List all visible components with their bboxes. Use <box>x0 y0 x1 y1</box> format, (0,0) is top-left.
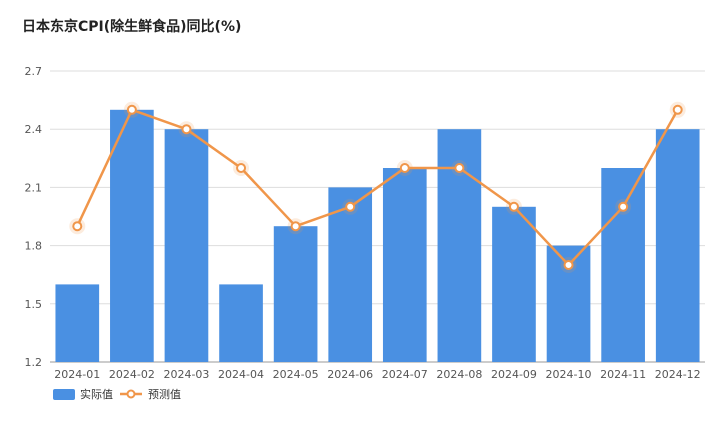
bar-2024-03[interactable] <box>164 129 209 362</box>
forecast-point-2024-12[interactable] <box>672 104 683 115</box>
y-tick-label: 1.5 <box>25 298 43 311</box>
x-tick-label: 2024-04 <box>218 368 264 381</box>
x-tick-label: 2024-01 <box>54 368 100 381</box>
y-tick-label: 2.7 <box>25 65 43 78</box>
forecast-line <box>76 108 679 267</box>
bar-2024-07[interactable] <box>382 168 427 362</box>
y-tick-label: 1.2 <box>25 356 43 369</box>
x-tick-label: 2024-09 <box>491 368 537 381</box>
legend-actual-label[interactable]: 实际值 <box>80 387 113 401</box>
y-tick-label: 1.8 <box>25 240 43 253</box>
legend-forecast-label[interactable]: 预测值 <box>148 388 181 401</box>
bar-series <box>55 109 700 362</box>
x-tick-label: 2024-06 <box>327 368 373 381</box>
bar-2024-05[interactable] <box>273 226 318 362</box>
forecast-point-2024-05[interactable] <box>290 221 301 232</box>
legend: 实际值 预测值 <box>53 387 181 401</box>
bar-2024-04[interactable] <box>219 284 263 362</box>
bar-2024-09[interactable] <box>492 206 536 362</box>
forecast-point-2024-10[interactable] <box>563 260 574 270</box>
x-tick-label: 2024-07 <box>382 368 428 381</box>
bar-2024-01[interactable] <box>55 284 100 362</box>
x-axis: 2024-01 2024-02 2024-03 2024-04 2024-05 2024-… <box>54 368 700 381</box>
y-tick-label: 2.1 <box>25 181 43 194</box>
grid-lines <box>50 70 705 363</box>
forecast-point-2024-04[interactable] <box>236 163 247 173</box>
legend-bar-swatch <box>53 389 75 400</box>
bar-2024-06[interactable] <box>328 187 373 362</box>
y-axis: 1.2 1.5 1.8 2.1 2.4 2.7 <box>25 65 43 369</box>
bar-2024-02[interactable] <box>110 109 154 362</box>
x-tick-label: 2024-12 <box>655 368 701 381</box>
forecast-point-2024-07[interactable] <box>399 163 410 173</box>
forecast-point-2024-01[interactable] <box>72 221 83 232</box>
chart-title: 日本东京CPI(除生鲜食品)同比(%) <box>22 19 242 35</box>
bar-2024-11[interactable] <box>601 168 645 362</box>
x-tick-label: 2024-10 <box>546 368 592 381</box>
forecast-point-2024-11[interactable] <box>618 201 629 212</box>
forecast-point-2024-03[interactable] <box>181 124 192 135</box>
x-tick-label: 2024-08 <box>436 368 482 381</box>
y-tick-label: 2.4 <box>25 123 43 136</box>
x-tick-label: 2024-02 <box>109 368 155 381</box>
forecast-point-2024-02[interactable] <box>126 104 137 115</box>
forecast-point-2024-06[interactable] <box>345 201 356 212</box>
forecast-point-2024-08[interactable] <box>454 163 465 173</box>
x-tick-label: 2024-11 <box>600 368 646 381</box>
x-tick-label: 2024-03 <box>163 368 209 381</box>
legend-line-marker <box>126 389 136 399</box>
x-tick-label: 2024-05 <box>273 368 319 381</box>
forecast-point-2024-09[interactable] <box>508 201 519 212</box>
line-series <box>69 101 686 273</box>
bar-2024-12[interactable] <box>655 129 700 362</box>
